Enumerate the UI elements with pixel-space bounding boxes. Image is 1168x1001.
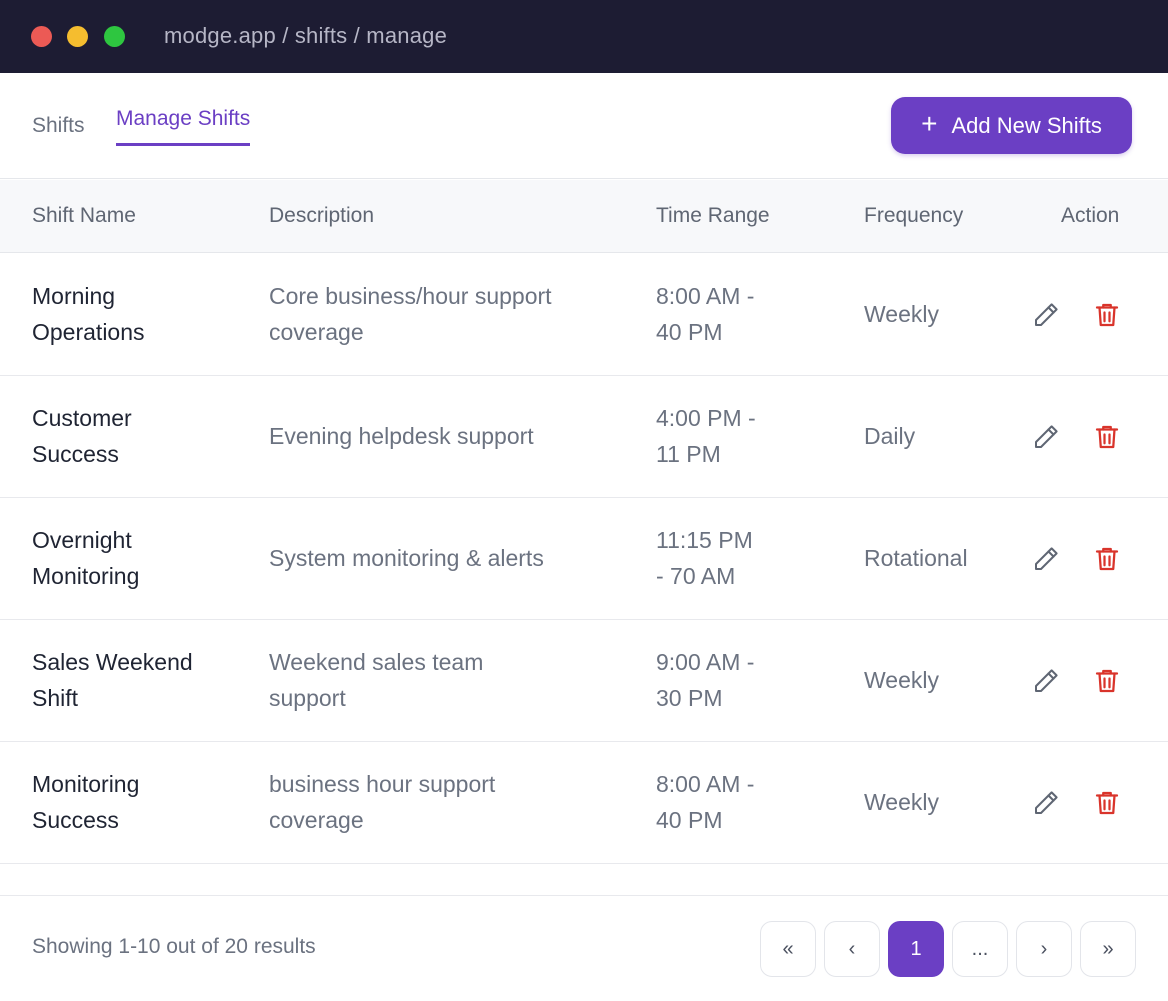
time-range-cell-line: 8:00 AM -	[656, 283, 755, 309]
description-cell: System monitoring & alerts	[269, 540, 609, 576]
pencil-icon[interactable]	[1031, 666, 1061, 696]
time-range-cell-line: 8:00 AM -	[656, 771, 755, 797]
description-cell-line: Weekend sales team	[269, 649, 484, 675]
time-range-cell-line: 30 PM	[656, 685, 723, 711]
next-page-button[interactable]: ›	[1016, 921, 1072, 977]
shift-name-cell-line: Shift	[32, 685, 79, 711]
pencil-icon[interactable]	[1031, 544, 1061, 574]
frequency-cell: Daily	[864, 423, 916, 449]
time-range-cell: 8:00 AM - 40 PM	[656, 278, 791, 350]
table-row: Monitoring Success business hour support co…	[0, 742, 1168, 864]
page-1-button[interactable]: 1	[888, 921, 944, 977]
table-row: Morning Operations Core business/hour supp…	[0, 254, 1168, 376]
previous-page-button[interactable]: ‹	[824, 921, 880, 977]
table-body: Morning Operations Core business/hour supp…	[0, 254, 1168, 864]
frequency-cell: Weekly	[864, 667, 939, 693]
frequency-cell: Weekly	[864, 789, 939, 815]
trash-icon[interactable]	[1092, 544, 1122, 574]
add-new-shifts-label: Add New Shifts	[951, 112, 1102, 138]
time-range-cell-line: - 70 AM	[656, 563, 736, 589]
first-page-button[interactable]: «	[760, 921, 816, 977]
column-header-action: Action	[1061, 204, 1120, 227]
shift-name-cell-line: Monitoring	[32, 771, 140, 797]
time-range-cell: 9:00 AM - 30 PM	[656, 644, 791, 716]
pagination-ellipsis[interactable]: ...	[952, 921, 1008, 977]
shift-name-cell: Sales Weekend Shift	[32, 644, 232, 716]
description-cell-line: System monitoring & alerts	[269, 545, 544, 571]
pencil-icon[interactable]	[1031, 422, 1061, 452]
shift-name-cell: Overnight Monitoring	[32, 522, 232, 594]
add-new-shifts-button[interactable]: + Add New Shifts	[891, 97, 1132, 154]
description-cell-line: coverage	[269, 319, 364, 345]
window-titlebar: modge.app / shifts / manage	[0, 0, 1168, 73]
pencil-icon[interactable]	[1031, 300, 1061, 330]
shift-name-cell-line: Operations	[32, 319, 145, 345]
description-cell-line: Evening helpdesk support	[269, 423, 534, 449]
time-range-cell: 11:15 PM - 70 AM	[656, 522, 791, 594]
trash-icon[interactable]	[1092, 422, 1122, 452]
shift-name-cell-line: Overnight	[32, 527, 132, 553]
time-range-cell-line: 40 PM	[656, 807, 723, 833]
url-breadcrumb: modge.app / shifts / manage	[164, 23, 448, 48]
description-cell: Weekend sales team support	[269, 644, 609, 716]
shift-name-cell: Morning Operations	[32, 278, 232, 350]
shift-name-cell: Monitoring Success	[32, 766, 232, 838]
tab-shifts[interactable]: Shifts	[32, 114, 85, 137]
column-header-shift-name[interactable]: Shift Name	[32, 204, 136, 227]
column-header-time-range[interactable]: Time Range	[656, 204, 770, 227]
description-cell-line: support	[269, 685, 346, 711]
time-range-cell: 4:00 PM - 11 PM	[656, 400, 791, 472]
table-spacer	[0, 864, 1168, 896]
column-header-frequency[interactable]: Frequency	[864, 204, 964, 227]
time-range-cell-line: 9:00 AM -	[656, 649, 755, 675]
description-cell: Core business/hour support coverage	[269, 278, 609, 350]
table-row: Customer Success Evening helpdesk support 4…	[0, 376, 1168, 498]
shift-name-cell: Customer Success	[32, 400, 232, 472]
shift-name-cell-line: Sales Weekend	[32, 649, 193, 675]
tab-manage-shifts[interactable]: Manage Shifts	[116, 107, 251, 146]
plus-icon: +	[921, 108, 938, 139]
pencil-icon[interactable]	[1031, 788, 1061, 818]
description-cell: Evening helpdesk support	[269, 418, 609, 454]
shift-name-cell-line: Customer	[32, 405, 132, 431]
shift-name-cell-line: Morning	[32, 283, 116, 309]
trash-icon[interactable]	[1092, 788, 1122, 818]
frequency-cell: Rotational	[864, 545, 968, 571]
results-summary: Showing 1-10 out of 20 results	[32, 935, 316, 958]
table-header: Shift Name Description Time Range Freque…	[0, 180, 1168, 253]
shift-name-cell-line: Success	[32, 441, 119, 467]
description-cell-line: business hour support	[269, 771, 496, 797]
close-window-button[interactable]	[31, 26, 52, 47]
minimize-window-button[interactable]	[67, 26, 88, 47]
last-page-button[interactable]: »	[1080, 921, 1136, 977]
time-range-cell-line: 4:00 PM -	[656, 405, 756, 431]
time-range-cell-line: 11 PM	[656, 441, 721, 467]
frequency-cell: Weekly	[864, 301, 939, 327]
trash-icon[interactable]	[1092, 300, 1122, 330]
column-header-description[interactable]: Description	[269, 204, 375, 227]
description-cell-line: Core business/hour support	[269, 283, 552, 309]
description-cell: business hour support coverage	[269, 766, 609, 838]
table-row: Sales Weekend Shift Weekend sales team supp…	[0, 620, 1168, 742]
shift-name-cell-line: Success	[32, 807, 119, 833]
shift-name-cell-line: Monitoring	[32, 563, 140, 589]
table-row: Overnight Monitoring System monitoring & a…	[0, 498, 1168, 620]
time-range-cell: 8:00 AM - 40 PM	[656, 766, 791, 838]
trash-icon[interactable]	[1092, 666, 1122, 696]
time-range-cell-line: 11:15 PM	[656, 527, 753, 553]
maximize-window-button[interactable]	[104, 26, 125, 47]
tabs-bar: Shifts Manage Shifts + Add New Shifts	[0, 73, 1168, 179]
description-cell-line: coverage	[269, 807, 364, 833]
time-range-cell-line: 40 PM	[656, 319, 723, 345]
